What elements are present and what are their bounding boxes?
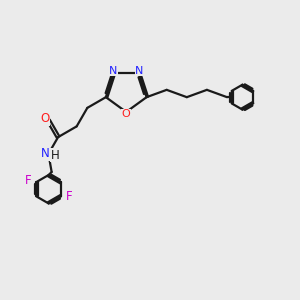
Text: F: F <box>25 174 31 187</box>
Text: O: O <box>40 112 50 125</box>
Text: N: N <box>135 66 144 76</box>
Text: N: N <box>109 66 117 76</box>
Text: N: N <box>40 147 49 160</box>
Text: H: H <box>51 149 59 162</box>
Text: O: O <box>122 109 130 119</box>
Text: F: F <box>66 190 73 203</box>
